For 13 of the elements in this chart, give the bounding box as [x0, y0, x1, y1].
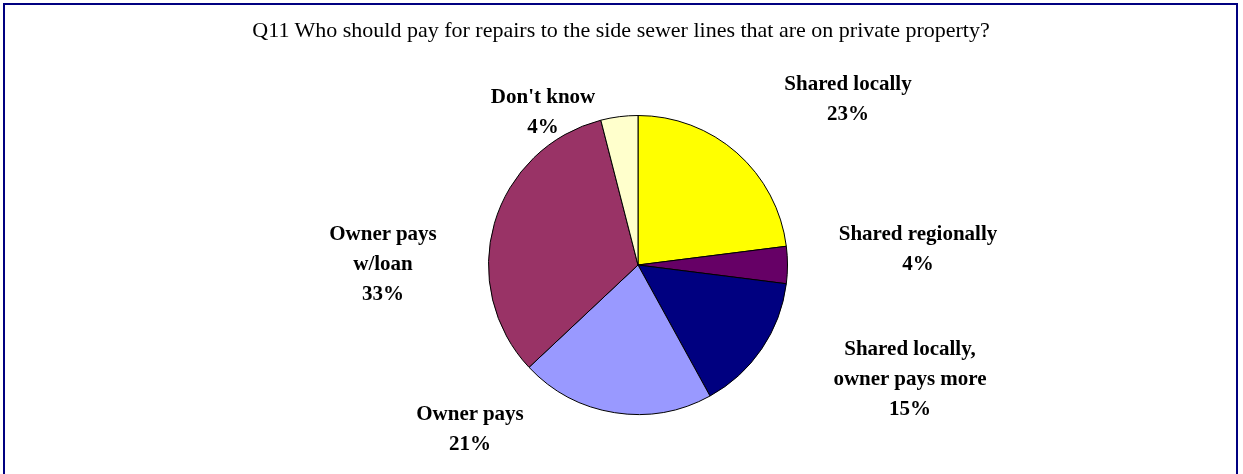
- chart-title: Q11 Who should pay for repairs to the side sewer lines that are on private property?: [252, 16, 990, 42]
- slice-label: Shared locally: [784, 71, 913, 96]
- data-label: 4%: [527, 114, 559, 139]
- data-label: 23%: [827, 101, 869, 126]
- slice-label: Owner pays: [416, 401, 524, 426]
- slice-label: Shared regionally: [838, 221, 998, 246]
- slice-label: Owner pays w/loan: [329, 221, 437, 276]
- data-label: 21%: [449, 431, 491, 456]
- slice-label: Don't know: [490, 84, 597, 109]
- data-label: 4%: [902, 251, 934, 276]
- data-label: 15%: [889, 396, 931, 421]
- slice-label: Shared locally, owner pays more: [833, 336, 987, 391]
- data-label: 33%: [362, 281, 404, 306]
